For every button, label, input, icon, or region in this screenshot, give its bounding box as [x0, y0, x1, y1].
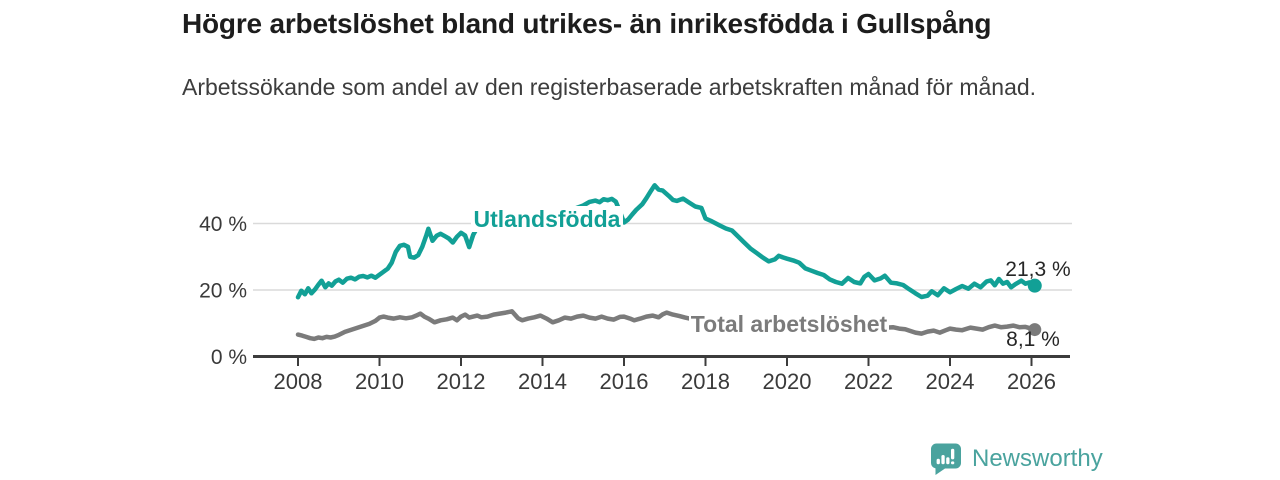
logo-exclamation-bar — [951, 448, 955, 460]
series-end-dot — [1027, 278, 1042, 293]
series-label: Total arbetslöshet — [691, 311, 888, 337]
x-tick-label: 2010 — [355, 369, 404, 394]
y-tick-label: 0 % — [211, 346, 247, 369]
logo-bar-3 — [946, 457, 950, 465]
speech-bubble-shape — [931, 443, 961, 475]
series-end-value-label: 21,3 % — [1005, 258, 1070, 281]
x-tick-label: 2020 — [763, 369, 812, 394]
x-tick-label: 2022 — [844, 369, 893, 394]
series-line — [295, 309, 1038, 342]
x-tick-label: 2026 — [1007, 369, 1056, 394]
chart-subtitle: Arbetssökande som andel av den registerb… — [182, 74, 1037, 100]
brand-footer: Newsworthy — [929, 442, 1103, 476]
x-tick-label: 2008 — [274, 369, 323, 394]
series-label: Utlandsfödda — [474, 206, 621, 232]
x-tick-label: 2024 — [926, 369, 975, 394]
logo-bar-2 — [941, 455, 945, 465]
series-line — [295, 183, 1038, 300]
series-label-backing — [471, 206, 623, 232]
y-tick-label: 40 % — [199, 213, 247, 236]
brand-name: Newsworthy — [972, 445, 1103, 472]
series-label-backing — [689, 311, 889, 338]
newsworthy-logo-icon — [931, 443, 961, 475]
logo-exclamation-dot — [951, 461, 955, 465]
y-tick-label: 20 % — [199, 280, 247, 303]
series-end-value-label: 8,1 % — [1006, 328, 1060, 351]
chart-title: Högre arbetslöshet bland utrikes- än inr… — [182, 8, 992, 39]
x-tick-label: 2014 — [518, 369, 567, 394]
logo-bar-1 — [936, 458, 940, 465]
x-tick-label: 2012 — [437, 369, 486, 394]
x-tick-label: 2018 — [681, 369, 730, 394]
series-end-dot — [1028, 323, 1042, 337]
x-tick-label: 2016 — [600, 369, 649, 394]
